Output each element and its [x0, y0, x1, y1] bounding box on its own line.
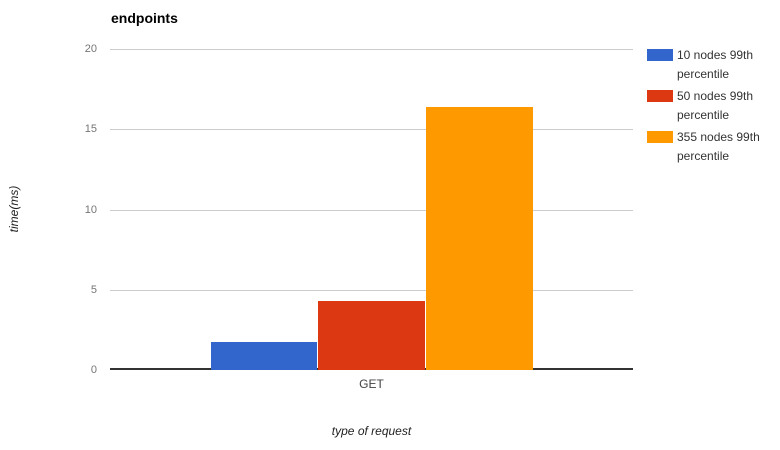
- legend-label: 10 nodes 99th percentile: [677, 48, 754, 81]
- gridline: [110, 289, 633, 291]
- legend: 10 nodes 99th percentile 50 nodes 99th pe…: [647, 46, 779, 169]
- legend-swatch: [647, 90, 673, 102]
- legend-item: 10 nodes 99th percentile: [647, 46, 779, 84]
- gridline: [110, 209, 633, 211]
- y-tick-label: 10: [84, 203, 97, 216]
- x-axis-title: type of request: [331, 424, 412, 438]
- y-tick-label: 5: [90, 283, 97, 296]
- plot-area: [110, 49, 633, 370]
- gridline: [110, 49, 633, 50]
- legend-swatch: [647, 49, 673, 61]
- y-tick-label: 15: [84, 123, 97, 136]
- bar-series-2: [426, 106, 533, 370]
- y-axis-ticks: 0 5 10 15 20: [0, 0, 97, 450]
- legend-label: 50 nodes 99th percentile: [677, 89, 754, 122]
- legend-swatch: [647, 131, 673, 143]
- y-tick-label: 20: [84, 43, 97, 55]
- chart-title: endpoints: [111, 10, 178, 26]
- legend-item: 50 nodes 99th percentile: [647, 87, 779, 125]
- y-tick-label: 0: [90, 364, 97, 376]
- x-tick-label: GET: [359, 377, 384, 391]
- legend-label: 355 nodes 99th percentile: [677, 130, 760, 163]
- bar-series-0: [210, 341, 317, 370]
- gridline: [110, 129, 633, 131]
- legend-item: 355 nodes 99th percentile: [647, 128, 779, 166]
- bar-series-1: [318, 301, 425, 370]
